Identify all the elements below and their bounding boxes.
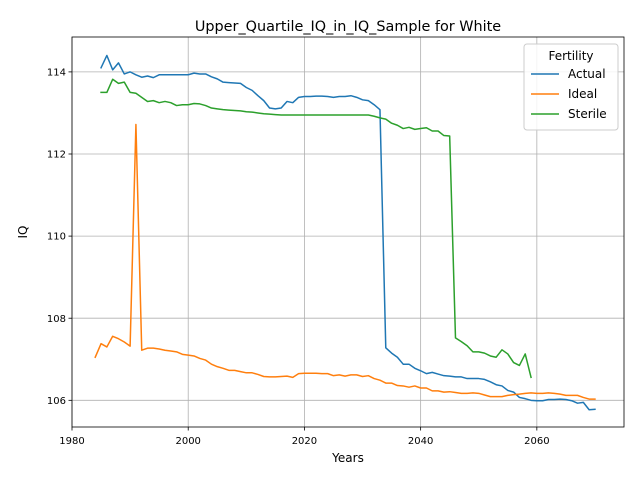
series-line-sterile <box>100 78 532 379</box>
y-tick-label: 112 <box>47 150 66 161</box>
x-axis-label: Years <box>331 451 364 465</box>
x-tick-label: 2020 <box>292 436 317 447</box>
axes: 1980 2000 2020 2040 2060 106 108 110 112 114 <box>47 67 550 447</box>
x-tick-label: 1980 <box>59 436 84 447</box>
y-axis-label: IQ <box>16 226 30 239</box>
plot-frame <box>71 36 625 428</box>
y-tick-label: 114 <box>47 67 66 78</box>
legend: Fertility Actual Ideal Sterile <box>523 43 619 131</box>
series-line-ideal <box>94 123 596 400</box>
y-tick-label: 108 <box>47 314 66 325</box>
legend-frame <box>523 43 619 131</box>
y-tick-label: 106 <box>47 396 66 407</box>
legend-label-ideal: Ideal <box>568 87 597 101</box>
x-tick-label: 2060 <box>524 436 549 447</box>
legend-label-sterile: Sterile <box>568 107 607 121</box>
x-tick-label: 2040 <box>408 436 433 447</box>
x-tick-label: 2000 <box>175 436 200 447</box>
legend-label-actual: Actual <box>568 67 606 81</box>
legend-title: Fertility <box>548 49 593 63</box>
y-tick-label: 110 <box>47 232 66 243</box>
chart-title: Upper_Quartile_IQ_in_IQ_Sample for White <box>195 19 501 35</box>
legend-items: Actual Ideal Sterile <box>531 67 607 121</box>
series-line-actual <box>100 54 596 411</box>
series-lines <box>94 54 596 411</box>
